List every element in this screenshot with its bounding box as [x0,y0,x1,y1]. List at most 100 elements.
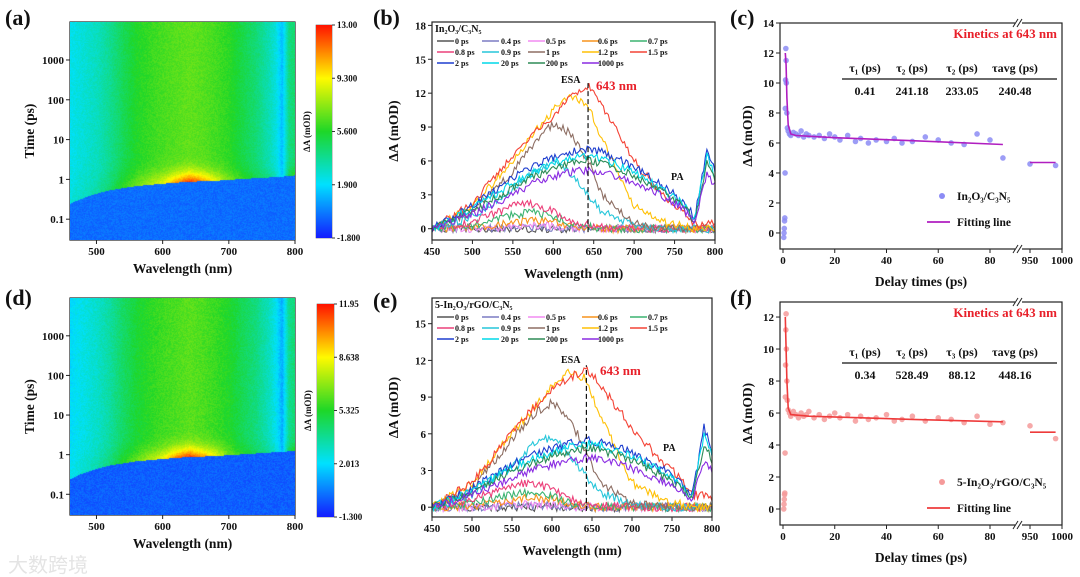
legend-label: 1.2 ps [598,324,618,333]
y-tick-label: 1000 [42,55,65,67]
y-tick-label: 100 [48,370,65,382]
x-axis-label: Delay times (ps) [875,274,967,289]
legend-label: 0.5 ps [546,37,566,46]
legend-label: 1.5 ps [648,48,668,57]
data-point [781,230,787,236]
y-tick-label: 8 [769,108,775,120]
colorbar-tick-label: 13.00 [337,20,358,30]
legend-label: 200 ps [546,59,568,68]
watermark-text: 大数跨境 [8,553,88,577]
axis-break-mark [1016,18,1023,28]
x-axis-label: Wavelength (nm) [522,543,621,558]
data-point [909,413,916,420]
colorbar-label: ΔA (mOD) [302,111,312,152]
legend-label: 0.9 ps [501,324,521,333]
colorbar-tick-label: 9.300 [337,73,358,83]
y-tick-label: 9 [421,392,427,404]
data-point [821,416,828,423]
data-point [974,413,980,420]
legend-label: 0 ps [455,313,469,322]
legend-label: 1000 ps [598,335,624,344]
data-point [781,225,788,232]
kinetics-title: Kinetics at 643 nm [953,26,1057,41]
series-line-0-8-ps [432,198,715,234]
data-point [974,131,980,137]
x-tick-label: 500 [464,246,481,258]
fit-line [784,316,1003,423]
legend-label: 0.7 ps [648,37,668,46]
x-tick-label: 40 [881,531,893,543]
kinetics-title: Kinetics at 643 nm [953,305,1057,320]
data-point [795,415,802,421]
panel-label: (e) [373,288,397,313]
table-header: τ₁ (ps) [849,345,880,359]
table-value: 233.05 [946,84,979,98]
data-point [782,215,788,221]
panel-label: (c) [730,5,754,30]
x-tick-label: 600 [154,246,171,258]
pa-label: PA [663,443,676,454]
x-tick-label: 80 [985,255,997,267]
plot-frame-c [779,22,1063,250]
data-point [852,418,859,424]
data-point [844,411,851,418]
colorbar-d [317,304,334,517]
y-tick-label: 2 [769,198,775,210]
data-point [798,128,804,134]
table-value: 241.18 [896,84,929,98]
y-tick-label: 15 [415,319,427,331]
data-point [987,137,993,143]
legend-label: 200 ps [546,335,568,344]
series-line-200-ps [432,443,712,509]
legend-label: 1.5 ps [648,324,668,333]
y-tick-label: 6 [421,429,427,441]
y-tick-label: 0 [769,504,775,516]
axis-break-gap [1015,246,1022,252]
legend-point-marker [939,479,945,485]
data-point [1000,419,1006,426]
table-header: τ₂ (ps) [896,345,927,359]
x-tick-label: 650 [585,246,602,258]
colorbar-tick-label: 1.900 [337,180,358,190]
panel-label: (f) [730,285,752,310]
y-tick-label: 2 [769,472,775,484]
x-tick-label: 20 [829,531,841,543]
legend-label: 0.4 ps [501,37,521,46]
table-value: 88.12 [949,368,976,382]
colorbar-tick-label: 5.600 [337,127,358,137]
plot-frame-e [431,297,713,518]
legend-label: 0.8 ps [455,324,475,333]
x-tick-label: 700 [624,523,641,535]
legend-label: Fitting line [957,503,1011,515]
table-header: τavg (ps) [992,61,1038,75]
x-tick-label: 800 [287,521,304,533]
table-value: 528.49 [896,368,929,382]
x-tick-label: 600 [545,246,562,258]
data-point [782,490,788,496]
table-header: τ₃ (ps) [946,345,977,359]
series-line-1-ps [432,398,712,513]
x-tick-label: 800 [707,246,724,258]
plot-title: In₂O₃/C₃N₅ [435,24,481,35]
table-value: 0.41 [855,84,876,98]
x-tick-label: 80 [985,531,997,543]
legend-label: 1.2 ps [598,48,618,57]
y-tick-label: 100 [48,95,65,107]
y-tick-label: 12 [415,355,427,367]
plot-title: 5-In₂O₃/rGO/C₃N₅ [435,300,513,311]
legend-point-marker [939,193,945,199]
x-tick-label: 700 [626,246,643,258]
y-tick-label: 1000 [42,331,65,343]
series-line-0-8-ps [432,478,712,513]
y-axis-label: Time (ps) [22,379,37,434]
data-point [899,140,905,146]
table-header: τ₂ (ps) [946,61,977,75]
data-point [987,421,993,428]
wavelength-marker-label: 643 nm [600,363,641,378]
data-point [783,45,789,52]
x-tick-label: 20 [829,255,841,267]
data-point [865,140,872,146]
y-tick-label: 8 [769,376,775,388]
axis-break-mark [1016,297,1023,307]
